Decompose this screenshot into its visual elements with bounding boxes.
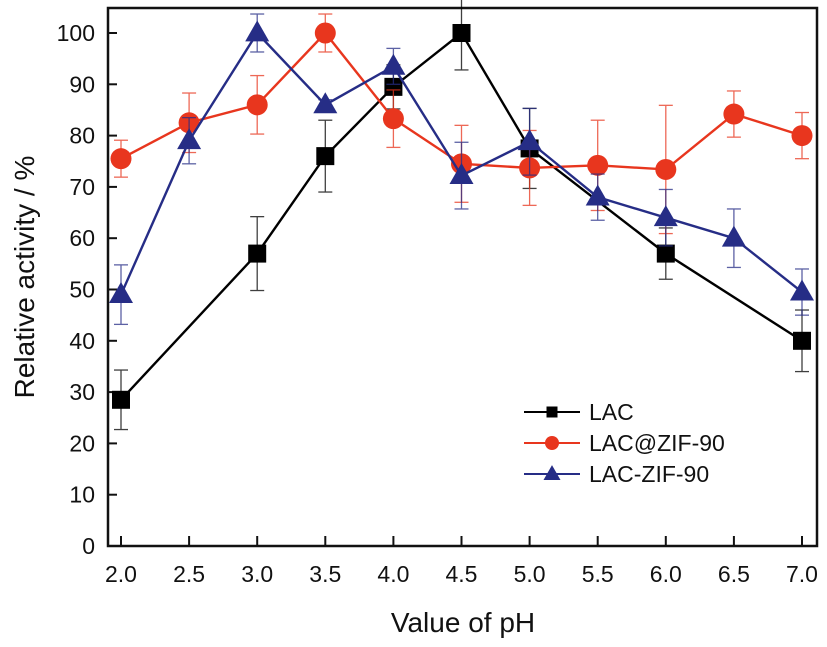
- data-point: [585, 184, 610, 206]
- y-tick-label: 60: [69, 225, 95, 251]
- legend-label: LAC-ZIF-90: [589, 461, 709, 487]
- x-tick-label: 3.0: [241, 561, 273, 587]
- data-point: [655, 158, 677, 180]
- data-point: [587, 154, 609, 176]
- y-tick-label: 50: [69, 277, 95, 303]
- x-tick-label: 3.5: [309, 561, 341, 587]
- y-tick-label: 30: [69, 379, 95, 405]
- data-point: [382, 108, 404, 130]
- data-point: [791, 125, 813, 147]
- plot-frame: [106, 6, 819, 548]
- y-tick-label: 80: [69, 123, 95, 149]
- data-point: [721, 225, 746, 247]
- x-tick-label: 4.0: [377, 561, 409, 587]
- legend-item: LAC-ZIF-90: [524, 461, 709, 487]
- data-point: [246, 94, 268, 116]
- data-point: [110, 148, 132, 170]
- y-tick-label: 0: [82, 533, 95, 559]
- data-point: [109, 282, 133, 304]
- data-point: [112, 390, 130, 409]
- x-tick-label: 5.0: [514, 561, 546, 587]
- data-point: [316, 147, 335, 166]
- legend-item: LAC@ZIF-90: [524, 430, 725, 456]
- data-point: [653, 205, 678, 227]
- legend: LAC LAC@ZIF-90 LAC-ZIF-90: [524, 399, 725, 487]
- series-lac: [112, 0, 811, 431]
- data-point: [248, 244, 267, 263]
- data-point: [517, 129, 542, 151]
- series-line: [120, 31, 803, 401]
- y-axis: 0 10 20 30 40 50 60 70 80 90 100: [57, 20, 117, 559]
- data-point: [381, 53, 406, 75]
- legend-marker: [545, 436, 559, 450]
- data-point: [449, 163, 474, 185]
- data-point: [723, 103, 745, 125]
- legend-label: LAC@ZIF-90: [589, 430, 725, 456]
- data-point: [452, 24, 471, 42]
- x-axis: 2.0 2.5 3.0 3.5 4.0 4.5 5.0 5.5 6.0 6.5 7.0: [105, 536, 818, 587]
- x-tick-label: 4.5: [446, 561, 478, 587]
- y-tick-label: 20: [69, 430, 95, 456]
- x-tick-label: 2.0: [105, 561, 137, 587]
- y-tick-label: 100: [57, 20, 95, 46]
- x-tick-label: 5.5: [582, 561, 614, 587]
- legend-marker: [546, 406, 558, 418]
- x-tick-label: 2.5: [173, 561, 205, 587]
- data-point: [314, 22, 336, 44]
- legend-label: LAC: [589, 399, 634, 425]
- x-axis-title: Value of pH: [391, 607, 535, 638]
- y-tick-label: 90: [69, 71, 95, 97]
- legend-item: LAC: [524, 399, 634, 425]
- data-point: [656, 244, 675, 263]
- series-lac-zif-90: [109, 13, 814, 326]
- legend-marker: [543, 465, 561, 480]
- y-tick-label: 70: [69, 174, 95, 200]
- data-point: [245, 20, 270, 42]
- series-layer: [109, 0, 814, 431]
- x-tick-label: 6.5: [718, 561, 750, 587]
- data-point: [313, 92, 338, 114]
- x-tick-label: 6.0: [650, 561, 682, 587]
- data-point: [793, 331, 811, 350]
- data-point: [177, 128, 202, 150]
- data-point: [384, 77, 403, 96]
- y-tick-label: 40: [69, 328, 95, 354]
- x-tick-label: 7.0: [786, 561, 818, 587]
- data-point: [790, 279, 814, 301]
- y-axis-title: Relative activity / %: [9, 156, 40, 399]
- y-tick-label: 10: [69, 482, 95, 508]
